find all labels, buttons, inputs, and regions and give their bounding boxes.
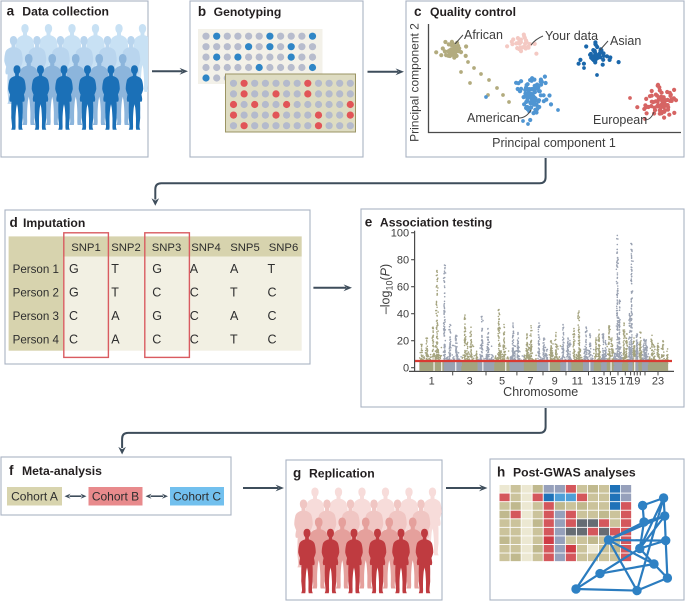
svg-text:G: G: [69, 285, 79, 299]
svg-text:f: f: [9, 463, 14, 478]
svg-text:SNP2: SNP2: [111, 242, 141, 254]
svg-text:SNP5: SNP5: [230, 242, 260, 254]
svg-text:C: C: [69, 332, 78, 346]
svg-text:19: 19: [628, 376, 640, 388]
svg-text:c: c: [414, 4, 422, 19]
svg-text:5: 5: [499, 376, 505, 388]
svg-text:60: 60: [397, 282, 409, 294]
svg-text:C: C: [69, 309, 78, 323]
svg-text:Replication: Replication: [309, 467, 375, 481]
svg-text:1: 1: [429, 376, 435, 388]
svg-text:13: 13: [591, 376, 603, 388]
svg-text:Imputation: Imputation: [23, 216, 85, 230]
svg-text:0: 0: [403, 363, 409, 375]
svg-text:Cohort C: Cohort C: [173, 490, 221, 504]
svg-text:T: T: [230, 285, 238, 299]
svg-text:African: African: [464, 28, 503, 42]
svg-text:a: a: [7, 4, 15, 19]
svg-text:20: 20: [397, 336, 409, 348]
svg-text:40: 40: [397, 309, 409, 321]
svg-text:T: T: [268, 262, 276, 276]
svg-text:80: 80: [397, 255, 409, 267]
svg-text:C: C: [190, 332, 199, 346]
svg-text:C: C: [268, 285, 277, 299]
svg-text:Person 2: Person 2: [13, 286, 59, 299]
svg-text:Your data: Your data: [545, 29, 598, 43]
svg-text:T: T: [111, 285, 119, 299]
svg-text:9: 9: [552, 376, 558, 388]
svg-text:17: 17: [619, 376, 631, 388]
svg-text:g: g: [293, 466, 301, 481]
svg-text:Data collection: Data collection: [22, 5, 109, 19]
svg-text:A: A: [111, 309, 120, 323]
svg-text:h: h: [497, 465, 505, 480]
svg-text:C: C: [152, 332, 161, 346]
svg-text:A: A: [190, 262, 199, 276]
svg-text:Principal component 1: Principal component 1: [492, 136, 616, 150]
svg-text:15: 15: [604, 376, 616, 388]
svg-text:T: T: [111, 262, 119, 276]
svg-text:American: American: [467, 111, 520, 125]
svg-text:G: G: [152, 262, 162, 276]
svg-text:G: G: [152, 309, 162, 323]
svg-text:European: European: [593, 113, 647, 127]
svg-text:d: d: [10, 215, 18, 230]
svg-text:C: C: [190, 285, 199, 299]
svg-text:23: 23: [652, 376, 664, 388]
svg-text:SNP3: SNP3: [152, 242, 182, 254]
svg-text:Chromosome: Chromosome: [503, 385, 578, 399]
svg-text:Asian: Asian: [610, 34, 641, 48]
svg-text:Person 3: Person 3: [13, 310, 59, 323]
svg-text:–log10(P): –log10(P): [379, 264, 395, 314]
svg-text:Genotyping: Genotyping: [214, 5, 282, 19]
svg-text:Cohort B: Cohort B: [92, 490, 139, 504]
svg-text:3: 3: [467, 376, 473, 388]
svg-text:Cohort A: Cohort A: [11, 490, 58, 504]
svg-text:7: 7: [527, 376, 533, 388]
svg-text:Meta-analysis: Meta-analysis: [22, 464, 102, 478]
svg-text:C: C: [152, 285, 161, 299]
svg-text:e: e: [365, 215, 373, 230]
svg-text:C: C: [268, 309, 277, 323]
svg-text:T: T: [230, 332, 238, 346]
svg-text:A: A: [111, 332, 120, 346]
svg-text:A: A: [230, 262, 239, 276]
svg-text:Post-GWAS analyses: Post-GWAS analyses: [513, 466, 636, 480]
svg-text:Principal component 2: Principal component 2: [408, 23, 422, 142]
svg-text:SNP4: SNP4: [191, 242, 221, 254]
svg-text:Person 4: Person 4: [13, 333, 60, 346]
svg-text:SNP6: SNP6: [269, 242, 299, 254]
svg-text:Quality control: Quality control: [430, 5, 516, 19]
svg-text:b: b: [198, 4, 206, 19]
svg-text:C: C: [190, 309, 199, 323]
svg-text:G: G: [69, 262, 79, 276]
svg-text:Person 1: Person 1: [13, 263, 59, 276]
svg-text:A: A: [230, 309, 239, 323]
svg-text:11: 11: [572, 376, 583, 388]
svg-text:100: 100: [391, 228, 409, 240]
svg-text:SNP1: SNP1: [71, 242, 101, 254]
svg-text:C: C: [268, 332, 277, 346]
svg-text:Association testing: Association testing: [380, 216, 492, 230]
